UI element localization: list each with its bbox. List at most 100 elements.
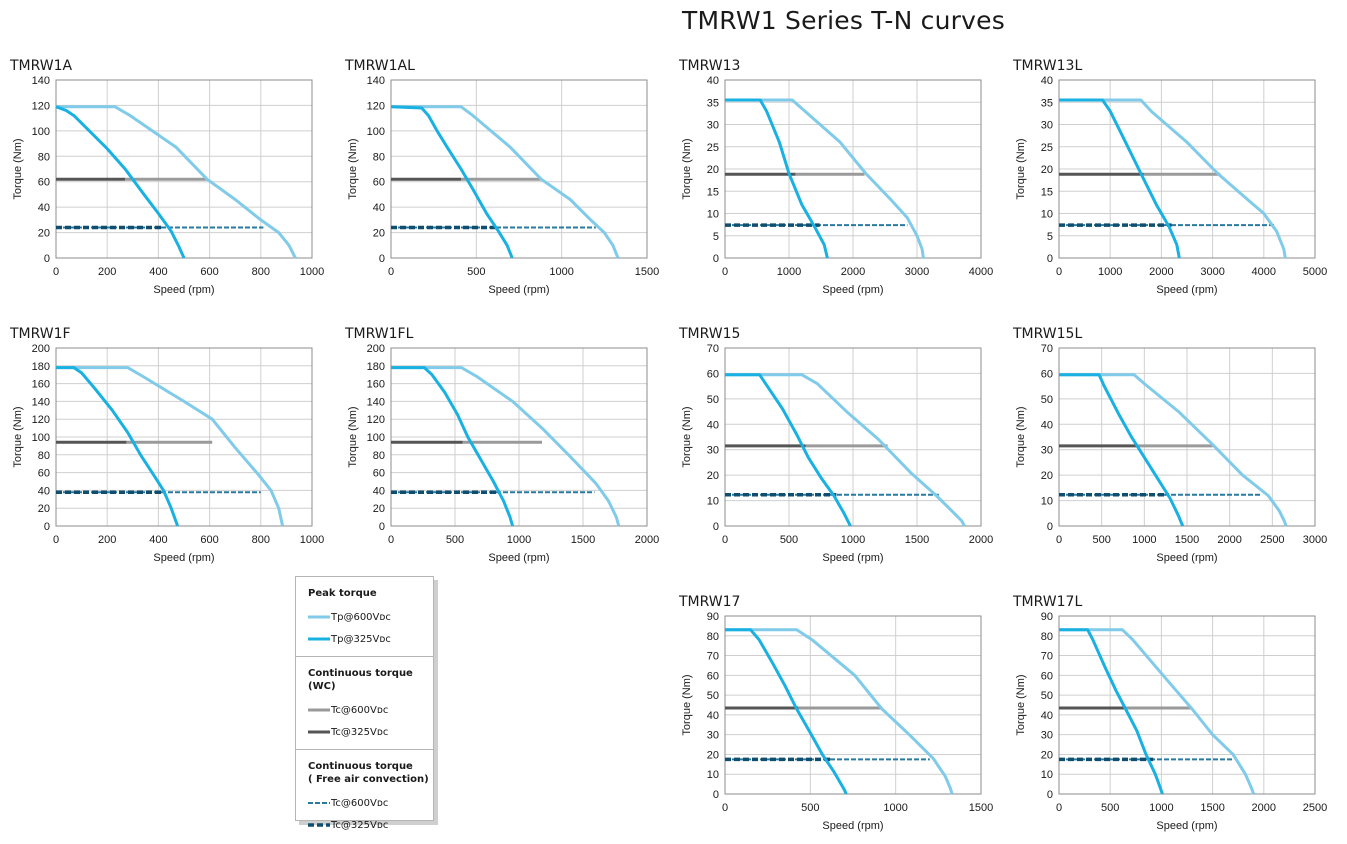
y-axis-label: Torque (Nm) xyxy=(1015,138,1027,199)
y-tick-label: 0 xyxy=(1047,789,1053,801)
x-tick-label: 1500 xyxy=(1200,802,1224,814)
legend-swatch xyxy=(308,730,330,734)
y-tick-label: 180 xyxy=(367,361,385,373)
x-tick-label: 3000 xyxy=(1200,266,1224,278)
y-tick-label: 80 xyxy=(373,151,385,163)
y-tick-label: 10 xyxy=(707,769,719,781)
y-tick-label: 120 xyxy=(367,414,385,426)
y-tick-label: 40 xyxy=(38,485,50,497)
x-axis-label: Speed (rpm) xyxy=(488,284,549,296)
y-tick-label: 70 xyxy=(1041,343,1053,355)
x-tick-label: 0 xyxy=(53,534,59,546)
x-axis-label: Speed (rpm) xyxy=(1156,284,1217,296)
x-tick-label: 1500 xyxy=(635,266,659,278)
y-tick-label: 20 xyxy=(1041,470,1053,482)
x-tick-label: 800 xyxy=(252,534,270,546)
y-tick-label: 60 xyxy=(707,368,719,380)
y-tick-label: 20 xyxy=(707,749,719,761)
y-tick-label: 35 xyxy=(707,97,719,109)
legend-group: Continuous torque( Free air convection) T… xyxy=(296,750,433,842)
y-tick-label: 160 xyxy=(367,379,385,391)
x-tick-label: 1500 xyxy=(969,802,993,814)
legend-swatch xyxy=(308,823,330,827)
series-line-tp600 xyxy=(725,98,925,259)
x-tick-label: 2000 xyxy=(969,534,993,546)
x-tick-label: 2000 xyxy=(1252,802,1276,814)
x-axis-label: Speed (rpm) xyxy=(822,820,883,832)
chart-title: TMRW17 xyxy=(678,594,740,610)
y-axis-label: Torque (Nm) xyxy=(681,406,693,467)
y-tick-label: 100 xyxy=(32,126,50,138)
y-tick-label: 50 xyxy=(707,394,719,406)
legend-swatch xyxy=(308,615,330,619)
x-tick-label: 0 xyxy=(388,534,394,546)
y-tick-label: 20 xyxy=(38,228,50,240)
y-tick-label: 25 xyxy=(707,142,719,154)
x-tick-label: 500 xyxy=(1101,802,1119,814)
y-tick-label: 20 xyxy=(38,503,50,515)
x-tick-label: 2000 xyxy=(1217,534,1241,546)
y-tick-label: 40 xyxy=(373,485,385,497)
x-tick-label: 500 xyxy=(446,534,464,546)
chart-title: TMRW15 xyxy=(678,326,740,342)
y-tick-label: 80 xyxy=(373,450,385,462)
legend-swatch xyxy=(308,802,330,804)
y-tick-label: 70 xyxy=(707,651,719,663)
y-axis-label: Torque (Nm) xyxy=(681,674,693,735)
y-axis-label: Torque (Nm) xyxy=(12,138,24,199)
x-axis-label: Speed (rpm) xyxy=(488,552,549,564)
y-tick-label: 30 xyxy=(1041,445,1053,457)
y-axis-label: Torque (Nm) xyxy=(347,406,359,467)
x-tick-label: 2000 xyxy=(1149,266,1173,278)
legend-group-title: Continuous torque( Free air convection) xyxy=(308,761,429,785)
y-tick-label: 50 xyxy=(1041,394,1053,406)
series-line-tp325 xyxy=(55,105,186,259)
series-line-tp600 xyxy=(391,105,620,259)
y-tick-label: 140 xyxy=(32,75,50,87)
y-tick-label: 0 xyxy=(44,253,50,265)
x-tick-label: 1000 xyxy=(549,266,573,278)
y-tick-label: 20 xyxy=(373,503,385,515)
y-tick-label: 10 xyxy=(1041,769,1053,781)
x-tick-label: 2500 xyxy=(1303,802,1327,814)
plot-frame xyxy=(390,347,648,527)
y-tick-label: 5 xyxy=(1047,231,1053,243)
y-tick-label: 40 xyxy=(707,419,719,431)
x-tick-label: 2000 xyxy=(635,534,659,546)
x-tick-label: 1000 xyxy=(777,266,801,278)
x-tick-label: 400 xyxy=(149,534,167,546)
y-tick-label: 30 xyxy=(707,120,719,132)
chart-title: TMRW17L xyxy=(1012,594,1082,610)
x-tick-label: 500 xyxy=(1092,534,1110,546)
x-tick-label: 1000 xyxy=(1098,266,1122,278)
chart-tmrw1a: TMRW1A 0 200 400 600 800 1000 0 20 40 60 80 100 120 14… xyxy=(9,58,324,296)
y-tick-label: 0 xyxy=(379,253,385,265)
y-tick-label: 60 xyxy=(1041,368,1053,380)
y-tick-label: 50 xyxy=(707,690,719,702)
x-tick-label: 4000 xyxy=(1252,266,1276,278)
plot-frame xyxy=(724,79,982,259)
y-tick-label: 35 xyxy=(1041,97,1053,109)
legend-group-title: Peak torque xyxy=(308,588,377,599)
y-axis-label: Torque (Nm) xyxy=(1015,406,1027,467)
y-tick-label: 140 xyxy=(32,396,50,408)
y-tick-label: 60 xyxy=(38,468,50,480)
y-tick-label: 80 xyxy=(1041,631,1053,643)
y-tick-label: 30 xyxy=(707,445,719,457)
x-tick-label: 1000 xyxy=(883,802,907,814)
x-tick-label: 0 xyxy=(722,266,728,278)
y-tick-label: 120 xyxy=(32,414,50,426)
x-tick-label: 5000 xyxy=(1303,266,1327,278)
x-tick-label: 500 xyxy=(801,802,819,814)
y-tick-label: 60 xyxy=(373,468,385,480)
legend-label: Tp@325Vᴅᴄ xyxy=(331,633,391,645)
y-tick-label: 0 xyxy=(713,789,719,801)
x-tick-label: 400 xyxy=(149,266,167,278)
y-tick-label: 0 xyxy=(379,521,385,533)
x-tick-label: 4000 xyxy=(969,266,993,278)
y-tick-label: 140 xyxy=(367,396,385,408)
legend-group: Continuous torque (WC) Tc@600Vᴅᴄ Tc@325Vᴅᴄ xyxy=(296,657,433,750)
legend-item: Tp@325Vᴅᴄ xyxy=(308,628,433,650)
series-line-tp325 xyxy=(391,366,515,527)
legend-label: Tc@325Vᴅᴄ xyxy=(331,726,389,738)
